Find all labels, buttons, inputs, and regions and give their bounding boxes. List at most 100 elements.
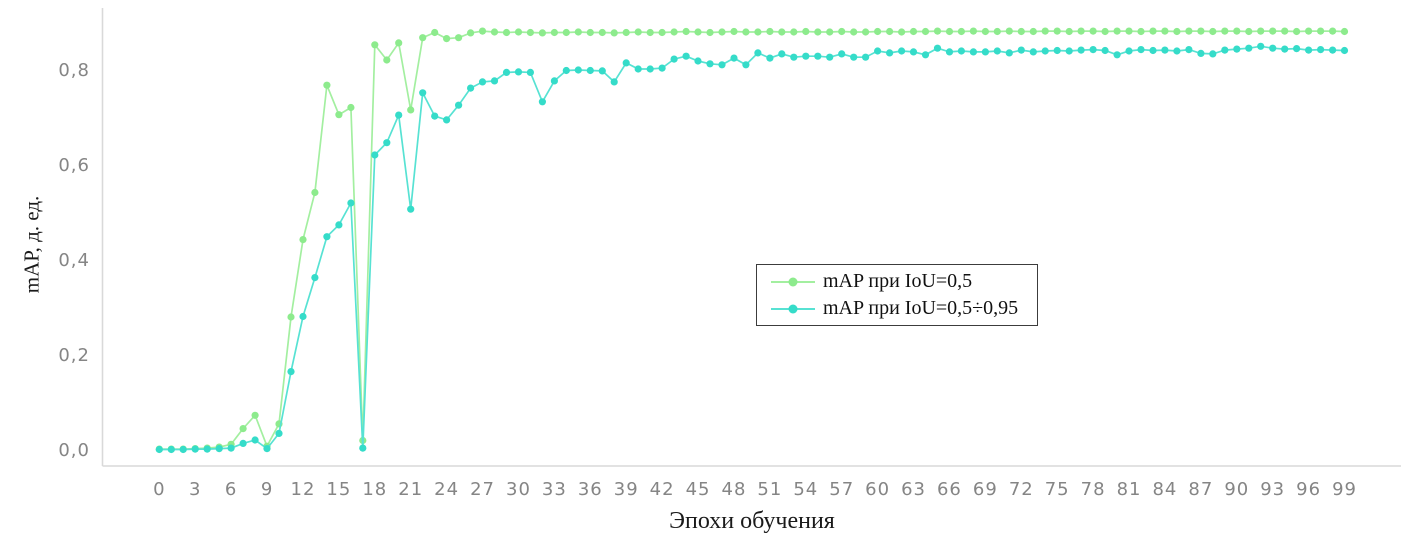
data-point: [1233, 45, 1241, 53]
y-tick-label: 0,0: [58, 440, 90, 461]
data-point: [1161, 27, 1169, 35]
data-point: [1245, 27, 1253, 36]
data-point: [610, 29, 618, 37]
data-point: [718, 28, 726, 36]
data-point: [239, 425, 247, 433]
data-point: [838, 50, 846, 58]
data-point: [1125, 27, 1133, 35]
x-tick-label: 24: [434, 479, 459, 500]
data-point: [766, 54, 774, 62]
x-tick-label: 84: [1152, 479, 1177, 500]
data-point: [730, 27, 738, 36]
data-point: [670, 28, 678, 36]
data-point: [826, 28, 834, 36]
x-tick-label: 15: [326, 479, 351, 500]
data-point: [443, 35, 451, 43]
x-tick-label: 0: [153, 479, 165, 500]
data-point: [1089, 46, 1097, 54]
y-tick-label: 0,8: [58, 60, 90, 81]
data-point: [275, 429, 283, 437]
data-point: [706, 28, 714, 37]
data-point: [586, 28, 594, 37]
x-tick-label: 51: [757, 479, 782, 500]
data-point: [933, 27, 942, 35]
x-tick-label: 69: [973, 479, 998, 500]
data-point: [311, 188, 319, 197]
x-tick-label: 99: [1332, 479, 1357, 500]
data-point: [443, 116, 451, 124]
data-point: [754, 28, 762, 36]
data-point: [802, 27, 810, 36]
data-point: [251, 436, 259, 444]
data-point: [1053, 46, 1061, 55]
data-point: [359, 444, 367, 452]
x-tick-label: 6: [225, 479, 237, 500]
data-point: [993, 27, 1001, 36]
data-point: [826, 53, 834, 61]
data-point: [742, 61, 750, 69]
data-point: [957, 27, 966, 36]
data-point: [347, 199, 355, 207]
x-tick-label: 75: [1045, 479, 1070, 500]
data-point: [1161, 46, 1169, 54]
map50-points: [155, 27, 1349, 453]
data-point: [598, 67, 606, 75]
data-point: [694, 28, 702, 36]
data-point: [347, 103, 355, 112]
data-point: [622, 28, 630, 37]
data-point: [371, 151, 379, 159]
y-tick-label: 0,4: [58, 250, 90, 271]
data-point: [1137, 46, 1145, 54]
data-point: [1281, 45, 1289, 53]
legend: mAP при IoU=0,5 mAP при IoU=0,5÷0,95: [756, 264, 1038, 326]
data-point: [1149, 27, 1157, 35]
data-point: [694, 57, 702, 65]
data-point: [526, 68, 535, 76]
x-tick-label: 66: [937, 479, 962, 500]
data-point: [407, 205, 415, 213]
data-point: [1257, 27, 1265, 35]
data-point: [921, 27, 930, 36]
x-tick-label: 42: [650, 479, 675, 500]
data-point: [1317, 27, 1325, 35]
data-point: [538, 98, 547, 106]
x-tick-label: 21: [398, 479, 423, 500]
data-point: [778, 50, 786, 58]
data-point: [490, 77, 499, 85]
x-tick-label: 33: [542, 479, 567, 500]
legend-label-map50: mAP при IoU=0,5: [823, 270, 973, 292]
data-point: [778, 28, 786, 36]
data-point: [969, 27, 978, 35]
data-point: [1269, 27, 1277, 35]
data-point: [1101, 46, 1109, 55]
data-point: [538, 29, 547, 37]
data-point: [1233, 27, 1241, 35]
data-point: [1293, 27, 1301, 36]
data-point: [251, 411, 259, 419]
x-tick-label: 81: [1117, 479, 1142, 500]
data-point: [933, 44, 942, 52]
data-point: [790, 53, 798, 61]
legend-marker-map50-icon: [771, 277, 815, 286]
data-point: [1340, 27, 1349, 36]
x-tick-label: 90: [1224, 479, 1249, 500]
data-point: [478, 78, 487, 86]
legend-item-map50: mAP при IoU=0,5: [763, 268, 1031, 295]
data-point: [957, 47, 966, 55]
map50-line: [159, 30, 1345, 450]
data-point: [790, 28, 798, 36]
data-point: [299, 312, 307, 321]
data-point: [646, 28, 654, 37]
data-point: [898, 28, 906, 36]
data-point: [179, 445, 187, 454]
x-tick-label: 48: [722, 479, 747, 500]
data-point: [263, 445, 271, 453]
x-tick-label: 78: [1081, 479, 1106, 500]
data-point: [682, 27, 690, 36]
x-tick-label: 39: [614, 479, 639, 500]
data-point: [921, 51, 930, 59]
data-point: [502, 68, 511, 76]
data-point: [287, 313, 295, 321]
data-point: [862, 28, 870, 36]
